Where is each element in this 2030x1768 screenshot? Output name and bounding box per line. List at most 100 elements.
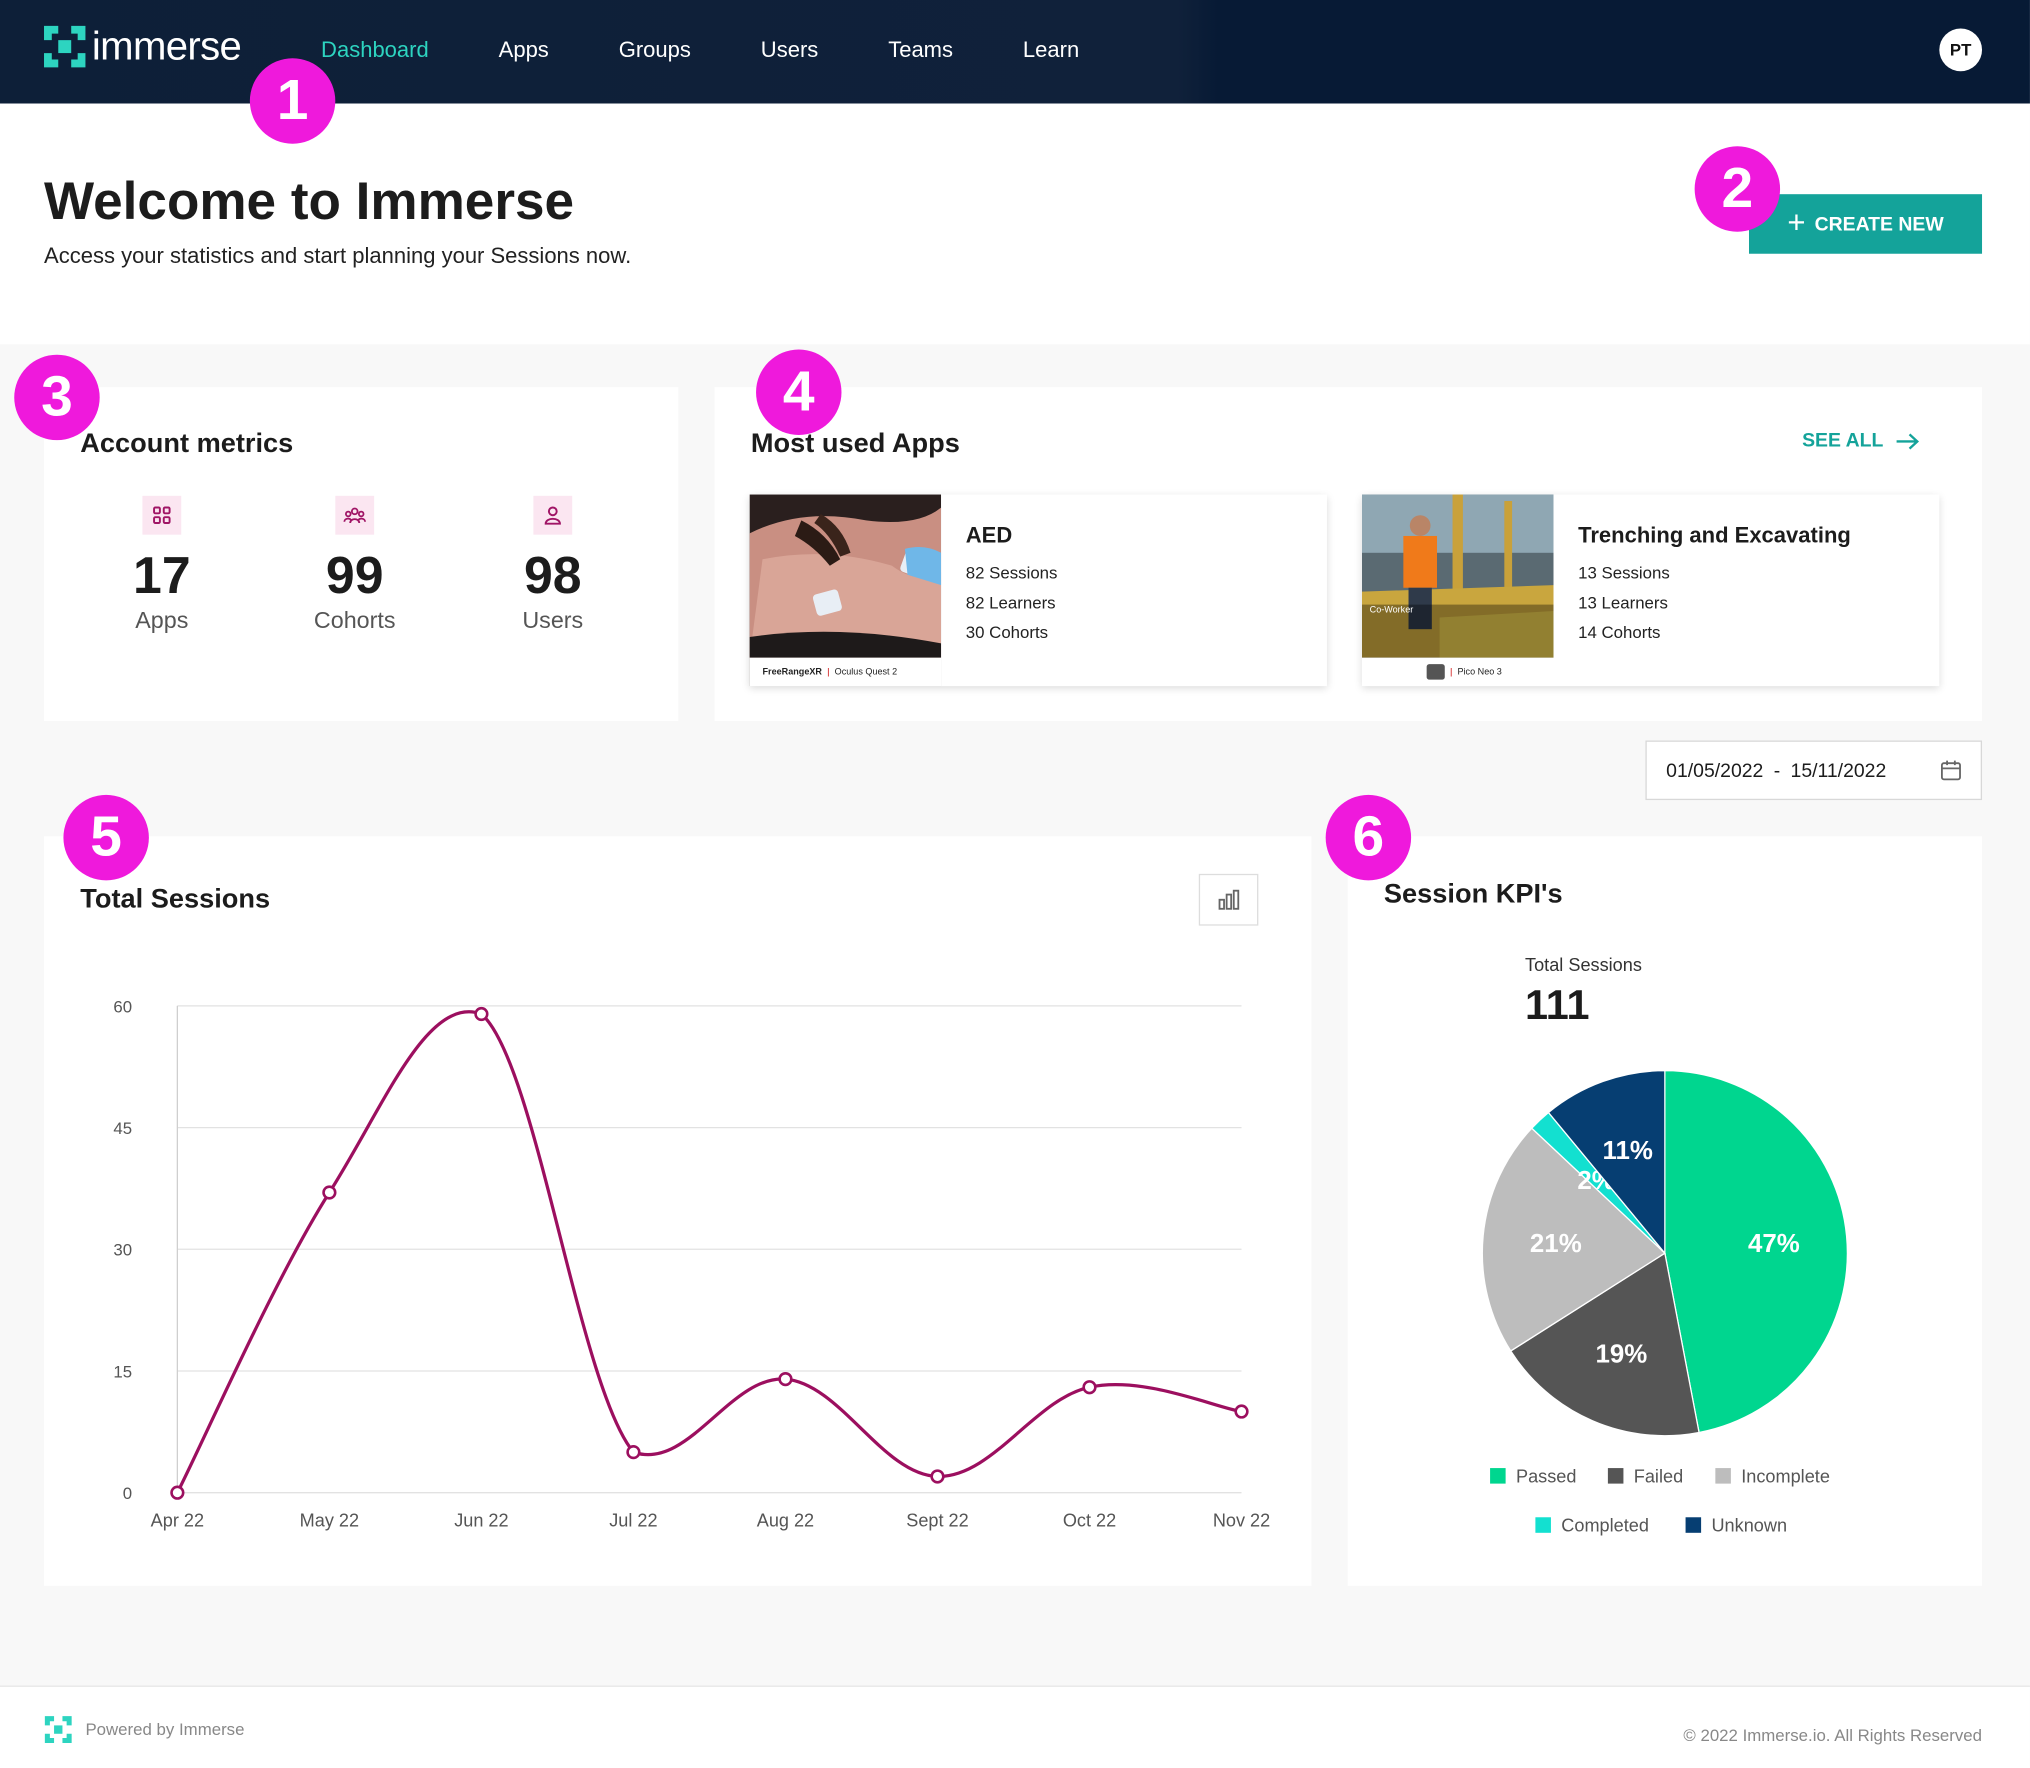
create-new-label: CREATE NEW xyxy=(1814,212,1944,235)
pie-slice-unknown xyxy=(1547,1069,1666,1255)
date-start: 01/05/2022 xyxy=(1666,759,1764,782)
legend-completed[interactable]: Completed xyxy=(1535,1514,1649,1536)
account-metrics-card: Account metrics 17 Apps 99 Cohorts 98 Us… xyxy=(44,387,679,722)
most-used-apps-card: Most used Apps SEE ALL FreeR xyxy=(714,387,1983,722)
chart-type-button[interactable] xyxy=(1198,873,1259,926)
annotation-badge-3: 3 xyxy=(14,354,100,441)
metric-apps-value: 17 xyxy=(133,547,191,605)
annotation-badge-4: 4 xyxy=(756,349,842,435)
user-avatar[interactable]: PT xyxy=(1939,28,1983,72)
x-tick-label: Nov 22 xyxy=(1213,1510,1270,1530)
brand-name: immerse xyxy=(91,23,242,69)
x-tick-label: Jun 22 xyxy=(454,1510,508,1530)
caption-device: Oculus Quest 2 xyxy=(834,667,898,677)
see-all-label: SEE ALL xyxy=(1802,429,1884,452)
total-sessions-card: Total Sessions 0 15 30 45 60 Apr 22 May 22 Jun … xyxy=(44,836,1312,1586)
x-tick-label: Oct 22 xyxy=(1063,1510,1116,1530)
legend-label: Failed xyxy=(1633,1465,1684,1487)
app-sessions: 82 Sessions xyxy=(965,563,1058,583)
data-point xyxy=(930,1469,945,1484)
legend-failed[interactable]: Failed xyxy=(1607,1465,1684,1487)
immerse-logo-icon xyxy=(44,25,86,68)
page-subtitle: Access your statistics and start plannin… xyxy=(44,243,632,268)
app-title: AED xyxy=(965,523,1013,548)
app-card-aed[interactable]: FreeRangeXR | Oculus Quest 2 AED 82 Sess… xyxy=(749,494,1327,687)
y-tick-label: 30 xyxy=(113,1241,132,1260)
user-icon xyxy=(533,495,573,535)
metric-apps-label: Apps xyxy=(135,607,189,634)
app-title: Trenching and Excavating xyxy=(1578,523,1851,548)
metric-users-value: 98 xyxy=(523,547,582,605)
pie-slice-label: 47% xyxy=(1748,1230,1800,1258)
annotation-badge-6: 6 xyxy=(1325,794,1412,881)
account-metrics-title: Account metrics xyxy=(80,428,294,459)
metric-cohorts-label: Cohorts xyxy=(313,607,396,634)
annotation-badge-1: 1 xyxy=(249,58,336,144)
data-point xyxy=(1234,1404,1249,1419)
legend-incomplete[interactable]: Incomplete xyxy=(1715,1465,1830,1486)
x-tick-label: Jul 22 xyxy=(609,1510,657,1530)
most-used-apps-title: Most used Apps xyxy=(750,428,960,459)
total-sessions-title: Total Sessions xyxy=(80,884,271,914)
legend-swatch xyxy=(1535,1517,1551,1533)
app-sessions: 13 Sessions xyxy=(1578,563,1670,583)
data-point xyxy=(626,1444,641,1460)
pie-slice-passed xyxy=(1664,1069,1848,1434)
sessions-line xyxy=(175,1010,1242,1494)
date-separator: - xyxy=(1773,759,1781,782)
y-tick-label: 0 xyxy=(123,1484,132,1503)
legend-label: Completed xyxy=(1561,1514,1649,1536)
x-tick-label: May 22 xyxy=(300,1510,359,1530)
people-group-icon xyxy=(335,495,375,535)
caption-brand: FreeRangeXR xyxy=(762,667,822,677)
immerse-logo[interactable]: immerse xyxy=(43,23,242,70)
date-range-picker[interactable]: 01/05/2022 - 15/11/2022 xyxy=(1645,740,1983,801)
plus-icon: + xyxy=(1787,205,1806,241)
pie-slice-incomplete xyxy=(1481,1127,1666,1352)
legend-label: Passed xyxy=(1515,1465,1577,1487)
metric-apps: 17 Apps xyxy=(91,495,233,635)
nav-link-users[interactable]: Users xyxy=(760,37,819,63)
legend-unknown[interactable]: Unknown xyxy=(1685,1514,1788,1536)
footer: Powered by Immerse © 2022 Immerse.io. Al… xyxy=(0,1685,2030,1768)
kpi-total-value: 111 xyxy=(1525,981,1590,1028)
nav-link-dashboard[interactable]: Dashboard xyxy=(321,37,429,63)
trenching-thumbnail-image: Co-Worker | Pico Neo 3 xyxy=(1361,494,1554,687)
legend-label: Unknown xyxy=(1711,1514,1788,1536)
pie-slice-label: 19% xyxy=(1595,1341,1647,1369)
x-tick-label: Apr 22 xyxy=(151,1510,204,1530)
see-all-link[interactable]: SEE ALL xyxy=(1802,430,1922,452)
legend-swatch xyxy=(1715,1468,1731,1484)
nav-link-teams[interactable]: Teams xyxy=(888,37,954,63)
app-learners: 82 Learners xyxy=(965,592,1056,613)
create-new-button[interactable]: + CREATE NEW xyxy=(1749,194,1983,254)
calendar-icon xyxy=(1940,760,1961,781)
copyright-text: © 2022 Immerse.io. All Rights Reserved xyxy=(1683,1725,1983,1746)
nav-link-groups[interactable]: Groups xyxy=(618,37,691,63)
x-tick-label: Sept 22 xyxy=(906,1510,968,1530)
pie-slice-label: 21% xyxy=(1530,1230,1582,1258)
app-cohorts: 14 Cohorts xyxy=(1578,622,1661,643)
data-point xyxy=(778,1371,793,1387)
nav-link-apps[interactable]: Apps xyxy=(498,37,549,63)
metric-users-label: Users xyxy=(522,607,584,634)
session-kpi-title: Session KPI's xyxy=(1383,879,1563,909)
legend-passed[interactable]: Passed xyxy=(1490,1465,1576,1486)
app-card-trenching[interactable]: Co-Worker | Pico Neo 3 Trenching and Exc… xyxy=(1361,494,1940,687)
x-tick-label: Aug 22 xyxy=(757,1510,814,1530)
caption-device: Pico Neo 3 xyxy=(1457,667,1502,677)
app-cohorts: 30 Cohorts xyxy=(965,622,1049,643)
annotation-badge-2: 2 xyxy=(1694,146,1781,232)
grid-icon xyxy=(142,495,182,535)
co-worker-label: Co-Worker xyxy=(1370,604,1414,614)
nav-link-learn[interactable]: Learn xyxy=(1022,37,1080,63)
legend-swatch xyxy=(1490,1468,1506,1484)
aed-thumbnail-image: FreeRangeXR | Oculus Quest 2 xyxy=(749,494,942,687)
y-tick-label: 15 xyxy=(113,1362,132,1381)
y-tick-label: 60 xyxy=(113,997,132,1016)
legend-swatch xyxy=(1685,1517,1702,1533)
annotation-badge-5: 5 xyxy=(63,794,149,881)
date-end: 15/11/2022 xyxy=(1790,759,1887,782)
immerse-footer-logo-icon xyxy=(44,1716,72,1743)
app-learners: 13 Learners xyxy=(1578,592,1668,613)
